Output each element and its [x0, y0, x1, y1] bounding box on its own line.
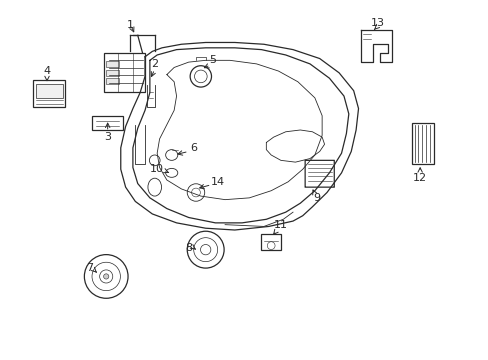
Circle shape: [103, 274, 109, 279]
Text: 4: 4: [43, 66, 50, 76]
Text: 11: 11: [273, 220, 287, 230]
FancyBboxPatch shape: [261, 234, 280, 249]
FancyBboxPatch shape: [33, 80, 65, 107]
Text: 13: 13: [370, 18, 384, 28]
Text: 10: 10: [150, 163, 164, 174]
FancyBboxPatch shape: [106, 78, 119, 84]
FancyBboxPatch shape: [36, 84, 62, 98]
Text: 6: 6: [190, 143, 197, 153]
FancyBboxPatch shape: [411, 123, 433, 164]
FancyBboxPatch shape: [106, 61, 119, 67]
FancyBboxPatch shape: [305, 160, 334, 187]
FancyBboxPatch shape: [91, 116, 123, 130]
Text: 7: 7: [85, 262, 93, 273]
Text: 12: 12: [412, 173, 427, 183]
Text: 8: 8: [185, 243, 192, 253]
Text: 9: 9: [312, 193, 319, 203]
FancyBboxPatch shape: [103, 53, 145, 93]
Text: 14: 14: [210, 177, 224, 187]
Text: 3: 3: [104, 132, 111, 142]
Text: 2: 2: [151, 59, 158, 69]
FancyBboxPatch shape: [106, 70, 119, 76]
Text: 5: 5: [209, 55, 216, 65]
Text: 1: 1: [127, 19, 134, 30]
